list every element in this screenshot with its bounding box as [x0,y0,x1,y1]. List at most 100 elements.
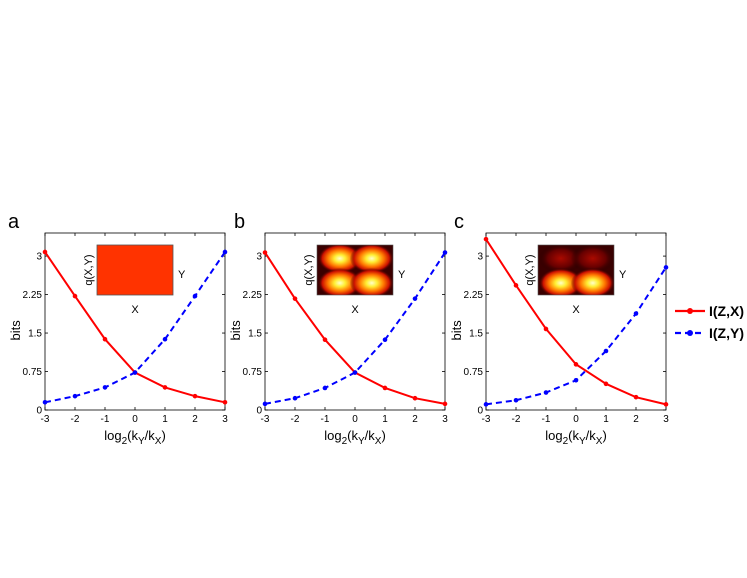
inset-x-label: X [572,304,580,316]
data-point-izy [573,377,579,383]
legend-entry: I(Z,Y) [675,325,744,341]
x-tick-label: 3 [442,414,448,425]
y-tick-label: 0.75 [243,367,263,378]
data-point-izx [513,283,519,288]
data-point-izx [262,250,268,255]
panel-c: c -3 -2 -1 0 1 2 3 0 0.75 1.5 2.25 3 bits log2(kY/kX) q… [449,211,669,447]
inset-peak [317,245,362,274]
inset-y-label: q(X,Y) [524,254,536,285]
inset-side-label: Y [619,269,627,281]
data-point-izy [513,397,519,403]
y-tick-label: 0.75 [464,367,484,378]
inset-side-label: Y [398,269,406,281]
data-point-izy [42,400,48,405]
y-axis-label: bits [8,320,23,341]
inset-fill [96,244,174,296]
data-point-izx [102,336,108,342]
data-point-izx [442,401,448,407]
data-point-izx [543,326,549,332]
data-point-izx [603,381,609,387]
x-tick-label: -3 [482,414,491,425]
data-point-izy [352,370,358,375]
data-point-izy [603,348,609,354]
data-point-izy [483,402,489,407]
x-tick-label: -1 [321,414,330,425]
inset-heatmap: q(X,Y) X Y [524,244,627,316]
data-point-izy [262,401,268,407]
inset-side-label: Y [178,269,186,281]
y-tick-label: 1.5 [469,329,483,340]
data-point-izx [633,394,639,400]
inset-x-label: X [131,304,139,316]
panel-letter: c [454,211,464,233]
inset-peak [349,245,393,274]
legend-swatch-marker [687,330,693,336]
panel-letter: b [234,211,245,233]
data-point-izx [382,385,388,391]
data-point-izy [382,337,388,343]
data-point-izy [412,296,418,301]
data-point-izx [72,293,78,299]
x-tick-label: 2 [412,414,418,425]
panel-letter: a [8,211,20,233]
panels: a -3 -2 -1 0 1 2 3 0 0.75 1.5 2.25 3 bits log2(kY/kX) q… [8,211,669,447]
data-point-izy [132,370,138,375]
y-tick-label: 0.75 [23,367,43,378]
y-tick-label: 0 [256,406,262,417]
data-point-izx [42,249,48,255]
data-point-izy [72,393,78,399]
y-tick-label: 1.5 [28,329,42,340]
inset-y-label: q(X,Y) [303,254,315,285]
x-tick-label: -2 [291,414,300,425]
data-point-izy [442,250,448,255]
data-point-izx [483,236,489,242]
data-point-izy [102,385,108,390]
x-tick-label: -1 [101,414,110,425]
x-tick-label: -2 [512,414,521,425]
data-point-izx [573,362,579,367]
inset-peak [570,268,614,295]
data-point-izy [322,385,328,391]
legend-entry: I(Z,X) [675,303,744,319]
data-point-izx [292,296,298,301]
inset-peak [317,268,362,295]
legend: I(Z,X) I(Z,Y) [675,303,744,341]
data-point-izx [663,402,669,407]
y-tick-label: 3 [36,252,42,263]
data-point-izx [222,400,228,405]
x-tick-label: -3 [261,414,270,425]
y-tick-label: 3 [477,252,483,263]
inset-peak [538,268,583,295]
x-tick-label: 2 [192,414,198,425]
x-tick-label: 1 [603,414,609,425]
x-axis-label: log2(kY/kX) [104,428,166,447]
legend-label: I(Z,X) [709,303,744,319]
data-point-izy [663,265,669,270]
x-axis-label: log2(kY/kX) [324,428,386,447]
x-tick-label: 0 [573,414,579,425]
panel-a: a -3 -2 -1 0 1 2 3 0 0.75 1.5 2.25 3 bits log2(kY/kX) q… [8,211,228,447]
x-tick-label: -1 [542,414,551,425]
panel-b: b -3 -2 -1 0 1 2 3 0 0.75 1.5 2.25 3 bits log2(kY/kX) q… [228,211,448,447]
y-axis-label: bits [449,320,464,341]
data-point-izx [162,385,168,390]
data-point-izx [192,393,198,399]
x-tick-label: -3 [41,414,50,425]
x-tick-label: 2 [633,414,639,425]
data-point-izy [543,390,549,395]
inset-peak [538,245,583,274]
y-tick-label: 3 [256,252,262,263]
data-point-izy [292,395,298,401]
y-tick-label: 2.25 [464,290,484,301]
y-tick-label: 0 [477,406,483,417]
inset-x-label: X [351,304,359,316]
x-tick-label: 3 [222,414,228,425]
x-tick-label: 1 [382,414,388,425]
y-tick-label: 2.25 [243,290,263,301]
inset-peak [349,268,393,295]
x-tick-label: 0 [352,414,358,425]
data-point-izy [222,249,228,255]
data-point-izx [412,395,418,401]
data-point-izy [633,311,639,316]
